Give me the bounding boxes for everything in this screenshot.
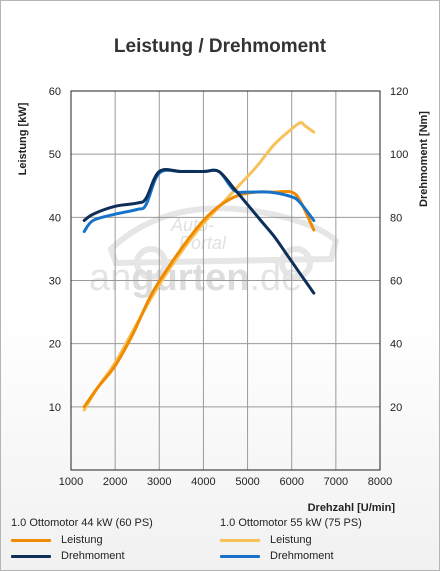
grid [71, 91, 380, 470]
legend-swatch [220, 538, 260, 542]
x-tick-label: 1000 [59, 476, 83, 488]
x-tick-label: 2000 [103, 476, 127, 488]
x-tick-label: 5000 [235, 476, 259, 488]
y-right-tick-label: 40 [390, 339, 402, 351]
y-right-tick-label: 20 [390, 402, 402, 414]
legend-label: Drehmoment [270, 550, 334, 562]
y-right-tick-label: 80 [390, 212, 402, 224]
plot-area [70, 90, 381, 471]
y-left-tick-label: 20 [49, 339, 61, 351]
x-tick-label: 6000 [279, 476, 303, 488]
watermark-wheel-rear [279, 246, 313, 280]
x-tick-label: 8000 [368, 476, 392, 488]
y-left-tick-label: 40 [49, 212, 61, 224]
legend-label: Leistung [270, 534, 312, 546]
axis-ticks: 1000 2000 3000 4000 5000 6000 7000 8000 10 20 30 40… [49, 86, 409, 488]
legend-label: Leistung [61, 534, 103, 546]
legend-label: Drehmoment [61, 550, 125, 562]
x-axis-label: Drehzahl [U/min] [308, 502, 396, 513]
watermark-word-a: an [89, 257, 131, 299]
y-left-tick-label: 50 [49, 149, 61, 161]
legend-item-44kw-leistung: Leistung [11, 534, 103, 546]
legend: 1.0 Ottomotor 44 kW (60 PS) Leistung Dre… [1, 513, 439, 570]
x-tick-label: 7000 [324, 476, 348, 488]
series-line-44kw-drehmoment [82, 168, 316, 295]
watermark-word-b: gurten [131, 257, 249, 299]
watermark-wordmark: angurten.de [89, 257, 302, 299]
y-left-tick-label: 10 [49, 402, 61, 414]
legend-group-1-title: 1.0 Ottomotor 44 kW (60 PS) [11, 517, 153, 529]
x-tick-label: 4000 [191, 476, 215, 488]
chart-title: Leistung / Drehmoment [114, 36, 327, 57]
watermark-car-shape [107, 205, 340, 267]
y-right-tick-label: 60 [390, 276, 402, 288]
y-left-tick-label: 30 [49, 276, 61, 288]
y-right-tick-label: 100 [390, 149, 408, 161]
legend-item-55kw-drehmoment: Drehmoment [220, 550, 334, 562]
y-axis-left-label: Leistung [kW] [17, 102, 29, 175]
legend-item-44kw-drehmoment: Drehmoment [11, 550, 125, 562]
watermark: Auto- Portal angurten.de [89, 205, 340, 299]
y-left-tick-label: 60 [49, 86, 61, 98]
y-axis-right-label: Drehmoment [Nm] [418, 111, 430, 207]
series-lines [82, 121, 316, 412]
legend-group-2-title: 1.0 Ottomotor 55 kW (75 PS) [220, 517, 362, 529]
watermark-wheel-front [134, 246, 168, 280]
x-tick-label: 3000 [147, 476, 171, 488]
legend-swatch [220, 554, 260, 558]
series-line-44kw-leistung [82, 189, 316, 409]
chart-svg: Leistung / Drehmoment Auto- Portal angur… [17, 36, 430, 513]
legend-swatch [11, 554, 51, 558]
legend-item-55kw-leistung: Leistung [220, 534, 312, 546]
legend-swatch [11, 538, 51, 542]
series-line-55kw-leistung [82, 121, 316, 412]
y-right-tick-label: 120 [390, 86, 408, 98]
